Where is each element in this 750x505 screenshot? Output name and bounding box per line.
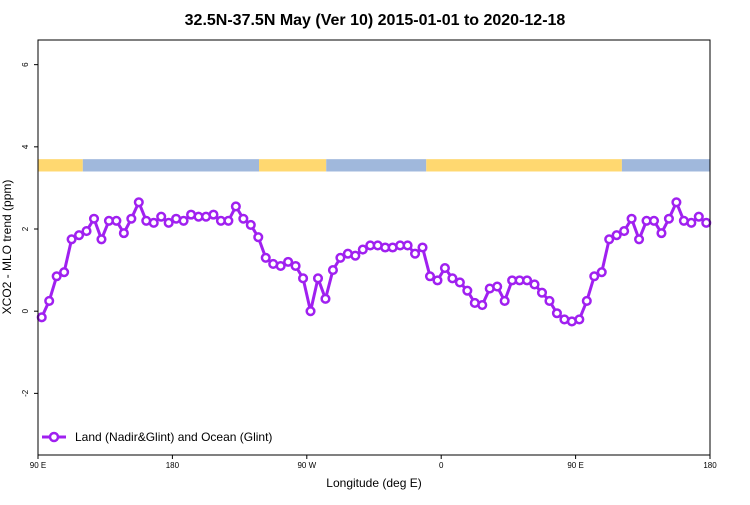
data-point (634, 234, 645, 245)
data-point (529, 279, 540, 290)
band-segment-ocean (82, 159, 260, 172)
data-point (126, 213, 137, 224)
data-point (163, 217, 174, 228)
series-layer (36, 197, 712, 327)
x-tick-label: 90 E (567, 461, 583, 470)
x-axis-label: Longitude (deg E) (326, 476, 421, 490)
data-point (432, 275, 443, 286)
x-tick-label: 90 W (297, 461, 316, 470)
data-point (701, 217, 712, 228)
data-point (118, 228, 129, 239)
data-point (59, 267, 70, 278)
data-point (320, 293, 331, 304)
x-tick-label: 0 (439, 461, 444, 470)
data-point (663, 213, 674, 224)
data-point (492, 281, 503, 292)
data-point (454, 277, 465, 288)
x-tick-label: 180 (166, 461, 180, 470)
data-point (417, 242, 428, 253)
data-point (305, 306, 316, 317)
data-point (581, 295, 592, 306)
y-tick-label: 4 (21, 144, 30, 149)
chart-title: 32.5N-37.5N May (Ver 10) 2015-01-01 to 2… (185, 12, 566, 29)
data-point (96, 234, 107, 245)
data-point (298, 273, 309, 284)
legend-label: Land (Nadir&Glint) and Ocean (Glint) (75, 430, 272, 444)
data-point (133, 197, 144, 208)
data-point (536, 287, 548, 298)
data-point (447, 273, 458, 284)
data-point (312, 273, 324, 284)
data-point (589, 271, 600, 282)
data-point (283, 256, 294, 267)
data-point (686, 217, 697, 228)
y-axis-label: XCO2 - MLO trend (ppm) (0, 180, 14, 315)
data-point (245, 219, 256, 230)
data-point (36, 312, 47, 323)
data-point (81, 226, 92, 237)
data-point (275, 260, 286, 272)
data-point (656, 228, 667, 239)
data-point (327, 265, 338, 276)
data-point (410, 248, 421, 259)
data-point (544, 295, 555, 306)
data-point (604, 234, 615, 245)
data-point (74, 230, 85, 241)
data-point (596, 267, 607, 278)
x-tick-label: 90 E (30, 461, 46, 470)
data-point (462, 285, 473, 296)
x-tick-label: 180 (703, 461, 717, 470)
data-point (477, 299, 488, 311)
plot-frame (37, 39, 711, 456)
data-point (424, 271, 436, 282)
data-point (574, 314, 585, 325)
data-point (223, 215, 234, 226)
data-point (626, 213, 637, 224)
band-segment-land (38, 159, 83, 172)
legend: Land (Nadir&Glint) and Ocean (Glint) (42, 430, 272, 444)
data-point (611, 230, 622, 241)
band-segment-land (259, 159, 327, 172)
data-point (51, 271, 62, 282)
y-tick-label: -2 (21, 389, 30, 397)
y-tick-label: 6 (21, 62, 30, 67)
data-point (619, 226, 630, 237)
y-tick-label: 0 (21, 308, 30, 313)
band-segment-ocean (326, 159, 427, 172)
data-point (260, 252, 271, 263)
x-axis: 90 E 180 90 W 0 90 E 180 (30, 455, 717, 470)
data-point (350, 250, 361, 261)
data-point (693, 211, 704, 222)
data-point (522, 275, 533, 286)
y-axis: -2 0 2 4 6 (21, 62, 38, 397)
data-point (178, 215, 189, 226)
data-point (148, 217, 159, 228)
data-point (357, 244, 368, 255)
data-point (238, 213, 249, 224)
data-point (499, 295, 510, 306)
data-point (208, 209, 219, 220)
legend-marker (48, 431, 60, 443)
data-point (648, 215, 660, 226)
y-tick-label: 2 (21, 226, 30, 231)
data-point (66, 234, 77, 245)
land-ocean-band (38, 159, 710, 172)
data-point (551, 308, 562, 319)
data-point (671, 197, 682, 208)
data-point (44, 295, 55, 306)
data-point (290, 260, 301, 272)
data-point (335, 252, 346, 263)
band-segment-land (426, 159, 622, 172)
band-segment-ocean (621, 159, 710, 172)
data-point (111, 215, 122, 226)
data-point (156, 211, 167, 222)
data-point (439, 262, 450, 274)
data-point (230, 201, 241, 212)
data-point (402, 240, 413, 251)
data-point (88, 213, 100, 224)
data-point (253, 232, 264, 243)
